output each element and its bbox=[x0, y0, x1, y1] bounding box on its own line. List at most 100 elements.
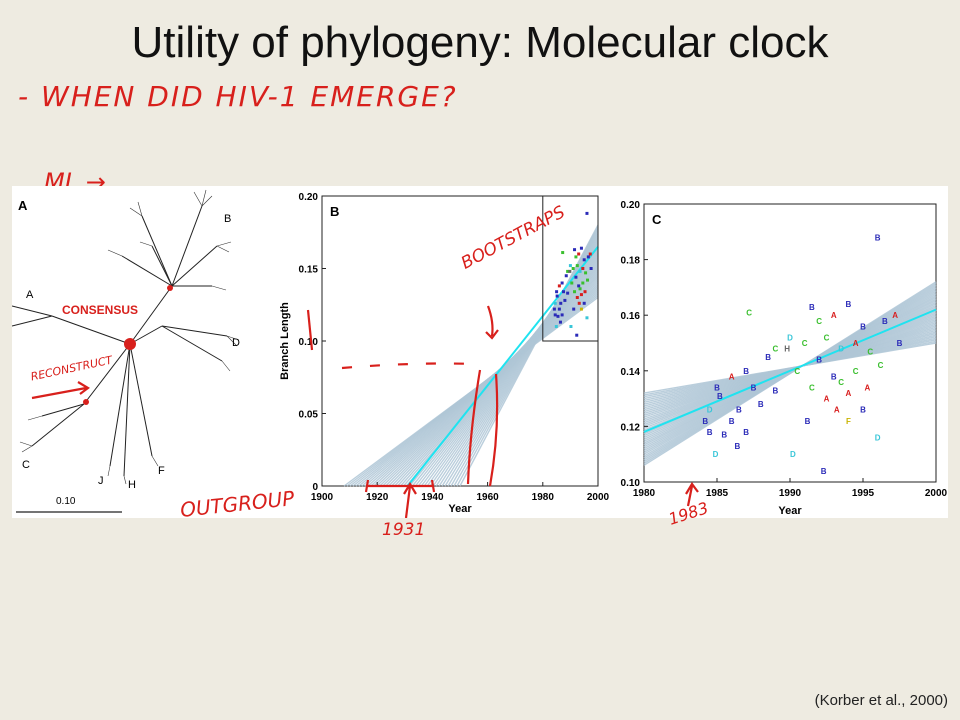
consensus-node bbox=[124, 338, 136, 350]
panel-b-point bbox=[557, 307, 561, 311]
panel-c-point: B bbox=[882, 317, 888, 326]
panel-b-point bbox=[574, 255, 578, 259]
panel-b-points bbox=[552, 211, 593, 337]
panel-b-point bbox=[575, 333, 579, 337]
panel-b-point bbox=[555, 290, 559, 294]
x-tick-label: 2000 bbox=[925, 488, 948, 499]
panel-b-point bbox=[557, 284, 561, 288]
panel-b-point bbox=[582, 301, 586, 305]
panel-c-point: C bbox=[878, 361, 884, 370]
panel-b-point bbox=[552, 307, 556, 311]
panel-c-point: C bbox=[853, 367, 859, 376]
panel-c-point: B bbox=[758, 400, 764, 409]
panel-c-point: C bbox=[802, 339, 808, 348]
red-arrow-bootstrap bbox=[485, 305, 499, 340]
x-tick-label: 1980 bbox=[633, 488, 656, 499]
panel-c-xlabel: Year bbox=[778, 505, 802, 517]
panel-b-point bbox=[570, 281, 574, 285]
y-tick-label: 0.20 bbox=[299, 192, 319, 203]
clade-label-a: A bbox=[26, 289, 34, 301]
panel-c-point: C bbox=[867, 347, 873, 356]
panel-c-point: B bbox=[729, 417, 735, 426]
y-tick-label: 0.16 bbox=[621, 311, 641, 322]
panel-c-point: B bbox=[765, 353, 771, 362]
y-tick-label: 0.18 bbox=[621, 256, 641, 267]
panel-c-point: C bbox=[794, 367, 800, 376]
panel-c-point: B bbox=[821, 467, 827, 476]
panel-c-point: B bbox=[875, 233, 881, 242]
panel-c-point: A bbox=[824, 395, 830, 404]
panel-c-point: B bbox=[721, 431, 727, 440]
scale-label: 0.10 bbox=[56, 496, 76, 507]
red-stroke-mid1 bbox=[466, 369, 482, 485]
red-stroke-left bbox=[306, 309, 314, 351]
panel-b-point bbox=[573, 290, 577, 294]
panel-c-point: D bbox=[787, 333, 793, 342]
panel-c-point: B bbox=[846, 300, 852, 309]
panel-b-point bbox=[559, 301, 563, 305]
panel-c-point: B bbox=[717, 392, 723, 401]
y-tick-label: 0.14 bbox=[621, 367, 641, 378]
panel-c-point: F bbox=[846, 417, 851, 426]
handwritten-1931: 1931 bbox=[382, 520, 426, 540]
panel-c-point: B bbox=[743, 428, 749, 437]
panel-b-point bbox=[584, 271, 588, 275]
red-range-bracket bbox=[364, 479, 436, 493]
y-tick-label: 0.12 bbox=[621, 422, 641, 433]
panel-b-fit-line bbox=[406, 246, 599, 487]
panel-b-point bbox=[578, 269, 582, 273]
panel-c-point: B bbox=[736, 406, 742, 415]
panel-c-point: B bbox=[735, 442, 741, 451]
panel-b-point bbox=[585, 316, 589, 320]
panel-b-point bbox=[583, 290, 587, 294]
panel-c-point: B bbox=[897, 339, 903, 348]
panel-b-point bbox=[589, 267, 593, 270]
bootstrap-line bbox=[459, 224, 599, 487]
clade-label-b: B bbox=[224, 213, 231, 225]
x-tick-label: 2000 bbox=[587, 492, 610, 503]
panel-c-point: C bbox=[816, 317, 822, 326]
panel-c-y-ticks: 0.10 0.12 0.14 0.16 0.18 0.20 bbox=[621, 200, 648, 489]
panel-b-point bbox=[573, 248, 577, 252]
panel-c-point: B bbox=[805, 417, 811, 426]
panel-b-chart: B 1900 1920 1940 1960 1980 2000 0 0.05 0.10 0.15… bbox=[279, 192, 610, 515]
panel-c-point: D bbox=[713, 450, 719, 459]
panel-c-bootstrap-band bbox=[643, 281, 937, 466]
panel-b-point bbox=[575, 264, 579, 268]
red-stroke-mid2 bbox=[488, 373, 499, 487]
panel-b-point bbox=[566, 291, 570, 295]
x-tick-label: 1985 bbox=[706, 488, 729, 499]
panel-b-inset-box bbox=[542, 195, 599, 342]
panel-b-point bbox=[574, 275, 578, 279]
panel-b-point bbox=[581, 281, 585, 285]
panel-b-point bbox=[558, 320, 562, 324]
panel-b-xlabel: Year bbox=[448, 503, 472, 515]
panel-b-point bbox=[564, 274, 568, 278]
handwritten-question: - WHEN DID HIV-1 EMERGE? bbox=[18, 80, 458, 113]
panel-b-point bbox=[575, 296, 579, 299]
panel-c-points: BBDDBBBBABBBBCBBBCBHDDCCBBCBCBACABADCBAF… bbox=[702, 233, 902, 476]
x-tick-label: 1960 bbox=[476, 492, 499, 503]
panel-b-ylabel: Branch Length bbox=[279, 302, 291, 380]
y-tick-label: 0.05 bbox=[299, 410, 319, 421]
figure-panels: A bbox=[5, 186, 948, 519]
panel-b-point bbox=[560, 313, 564, 317]
handwritten-marks bbox=[31, 305, 699, 519]
clade-label-j: J bbox=[98, 475, 104, 487]
panel-b-y-ticks: 0 0.05 0.10 0.15 0.20 bbox=[299, 192, 326, 493]
panel-c-point: D bbox=[875, 434, 881, 443]
x-tick-label: 1920 bbox=[366, 492, 389, 503]
panel-b-point bbox=[556, 314, 560, 318]
panel-c-point: D bbox=[838, 345, 844, 354]
panel-b-point bbox=[585, 211, 589, 215]
panel-b-point bbox=[569, 325, 573, 328]
panel-c-point: B bbox=[714, 383, 720, 392]
panel-c-point: A bbox=[834, 406, 840, 415]
panel-b-point bbox=[562, 290, 565, 294]
x-tick-label: 1995 bbox=[852, 488, 875, 499]
panel-b-point bbox=[577, 252, 581, 256]
panel-b-point bbox=[566, 269, 570, 273]
panel-b-point bbox=[586, 255, 590, 259]
x-tick-label: 1990 bbox=[779, 488, 802, 499]
panel-c-point: A bbox=[892, 311, 898, 320]
